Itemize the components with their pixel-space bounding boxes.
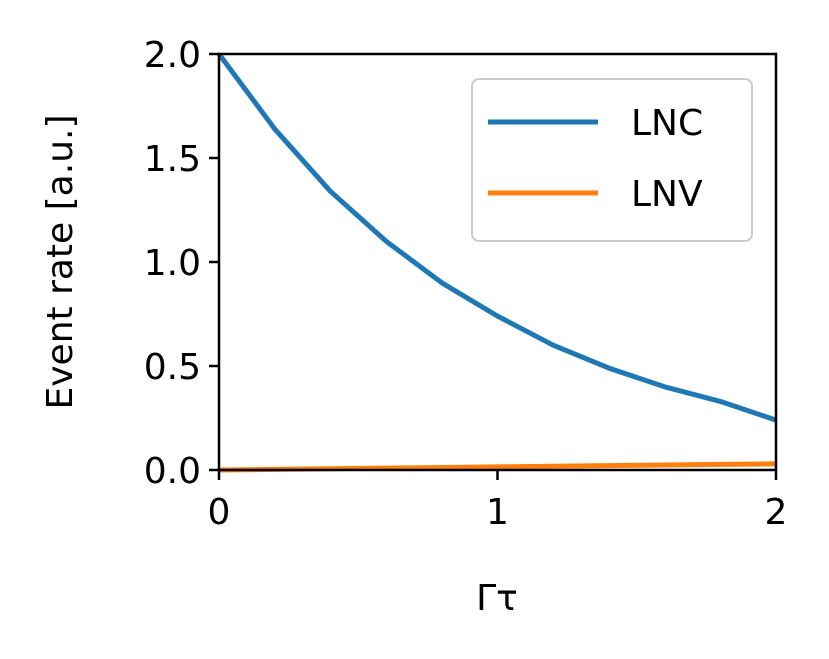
- y-tick-label: 1.0: [144, 243, 201, 284]
- legend-label-lnv: LNV: [631, 174, 703, 215]
- y-tick-label: 1.5: [144, 139, 201, 180]
- x-tick-label: 2: [765, 492, 788, 533]
- y-tick-label: 2.0: [144, 35, 201, 76]
- legend: LNC LNV: [471, 78, 753, 242]
- x-tick-label: 1: [486, 492, 509, 533]
- ticks-layer: 0 1 2 0.0 0.5 1.0 1.5 2.0: [144, 35, 788, 533]
- series-line-lnc: [216, 52, 777, 423]
- y-tick-label: 0.0: [144, 451, 201, 492]
- legend-label-lnc: LNC: [631, 103, 703, 144]
- x-tick-label: 0: [208, 492, 231, 533]
- y-tick-label: 0.5: [144, 347, 201, 388]
- y-axis-label: Event rate [a.u.]: [40, 115, 81, 410]
- legend-box: [471, 78, 753, 242]
- x-axis-label: Γτ: [476, 578, 518, 619]
